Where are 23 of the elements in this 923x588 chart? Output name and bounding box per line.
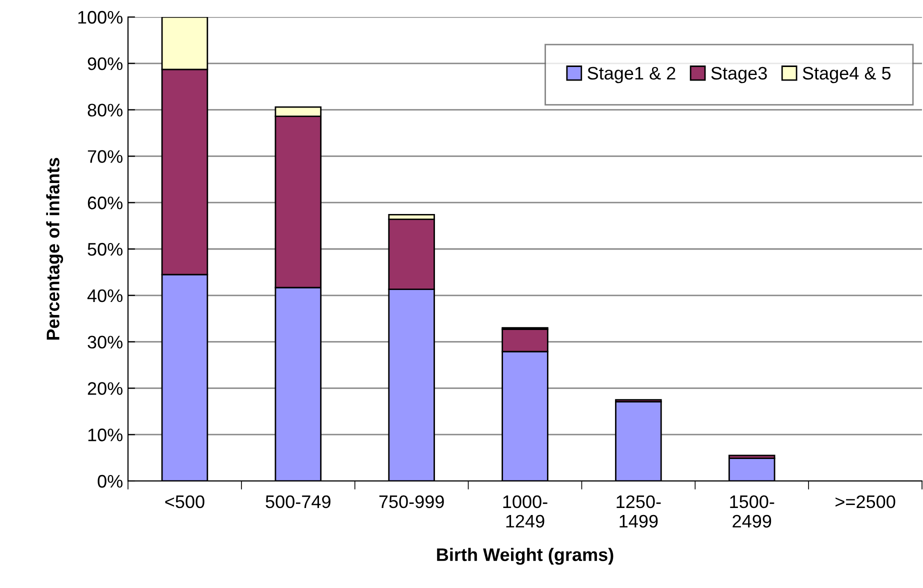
- legend-label: Stage1 & 2: [588, 66, 676, 84]
- y-tick-label: 80%: [88, 104, 122, 117]
- y-tick-label: 50%: [88, 242, 122, 256]
- x-tick-label: 1500- 2499: [730, 495, 774, 528]
- legend-label: Stage3: [711, 66, 767, 84]
- y-tick-label: 30%: [88, 336, 122, 349]
- y-tick-label: 70%: [88, 150, 122, 163]
- x-axis-title: Birth Weight (grams): [437, 548, 614, 565]
- y-tick-label: 90%: [88, 57, 122, 70]
- x-tick-label: 1000- 1249: [503, 495, 548, 528]
- y-tick-label: 100%: [78, 10, 122, 24]
- x-tick-label: 750-999: [379, 495, 444, 508]
- x-tick-label: >=2500: [836, 495, 896, 508]
- x-tick-label: <500: [165, 495, 204, 508]
- y-tick-label: 60%: [88, 196, 122, 210]
- y-tick-label: 10%: [88, 428, 122, 442]
- legend-label: Stage4 & 5: [802, 66, 891, 84]
- y-tick-label: 40%: [87, 289, 122, 302]
- x-tick-label: 1250- 1499: [616, 495, 661, 528]
- y-tick-label: 20%: [88, 382, 122, 395]
- x-tick-label: 500-749: [266, 495, 330, 508]
- y-axis-title: Percentage of infants: [46, 158, 64, 340]
- y-tick-label: 0%: [98, 474, 122, 488]
